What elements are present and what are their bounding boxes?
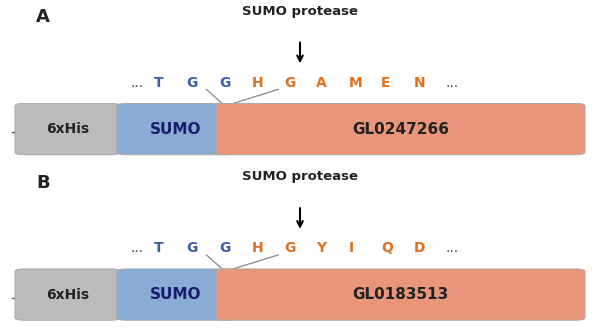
FancyBboxPatch shape xyxy=(15,103,120,155)
Text: Y: Y xyxy=(316,241,326,255)
Text: 6xHis: 6xHis xyxy=(46,122,89,136)
Text: ...: ... xyxy=(130,76,143,90)
Text: I: I xyxy=(349,241,354,255)
Text: T: T xyxy=(154,241,164,255)
Text: SUMO protease: SUMO protease xyxy=(242,170,358,183)
Text: Q: Q xyxy=(381,241,393,255)
FancyBboxPatch shape xyxy=(117,103,234,155)
Text: H: H xyxy=(251,241,263,255)
Text: G: G xyxy=(284,76,295,90)
Text: A: A xyxy=(36,8,50,26)
Text: D: D xyxy=(413,241,425,255)
Text: SUMO protease: SUMO protease xyxy=(242,5,358,18)
Text: ...: ... xyxy=(130,241,143,255)
Text: GL0183513: GL0183513 xyxy=(352,287,449,302)
FancyBboxPatch shape xyxy=(15,269,120,320)
Text: T: T xyxy=(154,76,164,90)
Text: 6xHis: 6xHis xyxy=(46,288,89,302)
FancyBboxPatch shape xyxy=(216,103,585,155)
Text: SUMO: SUMO xyxy=(150,121,201,137)
Text: SUMO: SUMO xyxy=(150,287,201,302)
FancyBboxPatch shape xyxy=(117,269,234,320)
Text: ...: ... xyxy=(446,76,459,90)
Text: A: A xyxy=(316,76,327,90)
Text: B: B xyxy=(36,174,50,192)
Text: H: H xyxy=(251,76,263,90)
Text: M: M xyxy=(349,76,362,90)
Text: G: G xyxy=(284,241,295,255)
Text: G: G xyxy=(187,241,198,255)
Text: G: G xyxy=(219,241,230,255)
Text: GL0247266: GL0247266 xyxy=(352,121,449,137)
Text: N: N xyxy=(413,76,425,90)
Text: G: G xyxy=(219,76,230,90)
Text: ...: ... xyxy=(446,241,459,255)
Text: E: E xyxy=(381,76,391,90)
FancyBboxPatch shape xyxy=(216,269,585,320)
Text: G: G xyxy=(187,76,198,90)
